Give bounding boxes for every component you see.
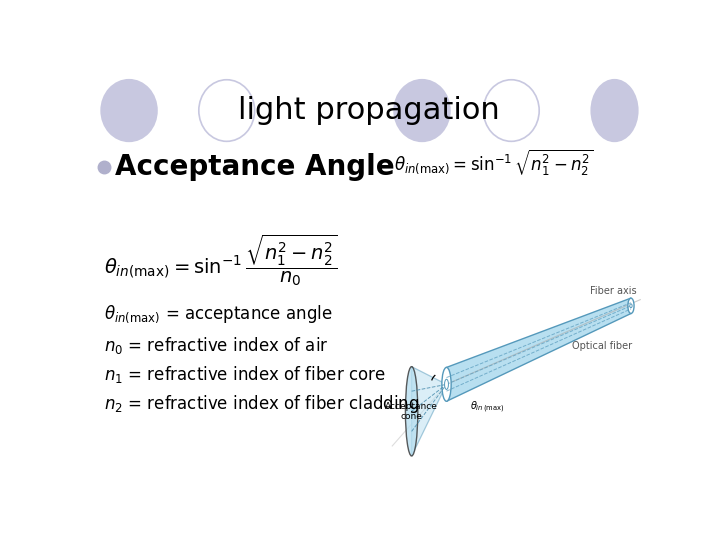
Ellipse shape — [630, 304, 632, 308]
Ellipse shape — [591, 80, 638, 141]
Text: $\theta_{in\,(\mathrm{max})}$: $\theta_{in\,(\mathrm{max})}$ — [469, 400, 505, 415]
Text: Optical fiber: Optical fiber — [572, 341, 632, 351]
Text: $\theta_{in(\mathrm{max})} = \sin^{-1}\dfrac{\sqrt{n_1^2 - n_2^2}}{n_0}$: $\theta_{in(\mathrm{max})} = \sin^{-1}\d… — [104, 232, 338, 288]
Text: Fiber axis: Fiber axis — [590, 286, 636, 296]
Ellipse shape — [444, 379, 449, 389]
Ellipse shape — [101, 80, 157, 141]
Text: Acceptance
cone: Acceptance cone — [385, 402, 438, 421]
Polygon shape — [446, 298, 631, 401]
Polygon shape — [412, 367, 446, 456]
Ellipse shape — [628, 298, 634, 314]
Ellipse shape — [394, 80, 450, 141]
Text: $n_2$ = refractive index of fiber cladding: $n_2$ = refractive index of fiber claddi… — [104, 393, 420, 415]
Ellipse shape — [405, 367, 418, 456]
Ellipse shape — [442, 367, 451, 401]
Text: $n_1$ = refractive index of fiber core: $n_1$ = refractive index of fiber core — [104, 364, 386, 385]
Text: Acceptance Angle: Acceptance Angle — [114, 153, 395, 181]
Ellipse shape — [199, 80, 255, 141]
Text: $\theta_{in(\mathrm{max})} = \sin^{-1}\sqrt{n_1^2 - n_2^2}$: $\theta_{in(\mathrm{max})} = \sin^{-1}\s… — [394, 147, 594, 178]
Text: light propagation: light propagation — [238, 96, 500, 125]
Text: $n_0$ = refractive index of air: $n_0$ = refractive index of air — [104, 335, 328, 356]
Ellipse shape — [483, 80, 539, 141]
Text: $\theta_{in(\mathrm{max})}$ = acceptance angle: $\theta_{in(\mathrm{max})}$ = acceptance… — [104, 303, 333, 325]
